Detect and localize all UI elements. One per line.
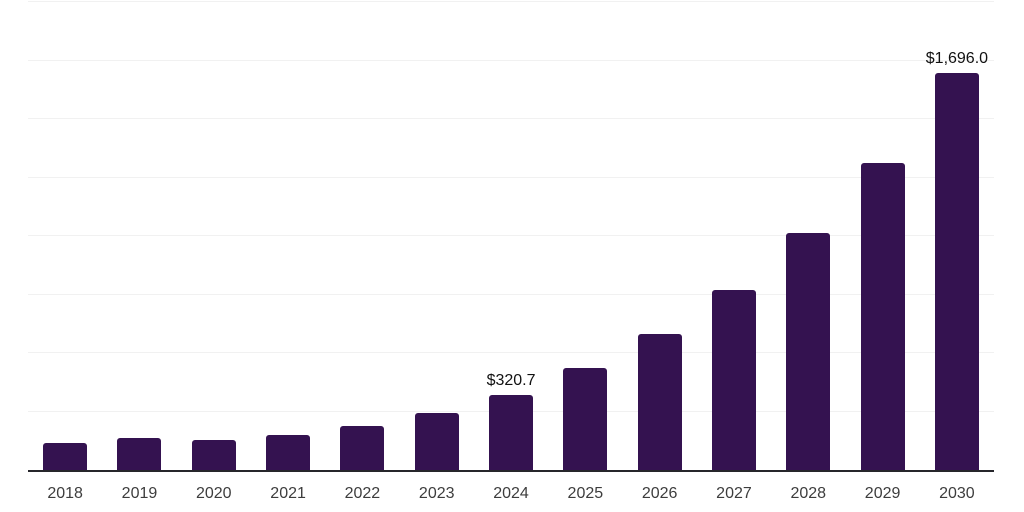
bar-2024 [489, 395, 534, 470]
bar-2027 [711, 289, 756, 470]
bar-slot-2021 [251, 2, 325, 470]
bar-2028 [786, 233, 831, 470]
bar-2018 [43, 442, 88, 470]
bar-2021 [266, 434, 311, 470]
bar-2022 [340, 425, 385, 470]
gridline-y-1500 [28, 118, 994, 119]
bar-slot-2028 [771, 2, 845, 470]
bar-2029 [860, 162, 905, 470]
bar-slot-2022 [325, 2, 399, 470]
bar-2020 [191, 440, 236, 470]
bar-slot-2025 [548, 2, 622, 470]
bars: $320.7 $1,696.0 [28, 2, 994, 470]
bar-slot-2020 [177, 2, 251, 470]
x-tick-2025: 2025 [567, 485, 604, 502]
bar-2023 [414, 413, 459, 470]
x-tick-2027: 2027 [716, 485, 752, 502]
bar-slot-2030: $1,696.0 [920, 2, 994, 470]
bar-slot-2019 [102, 2, 176, 470]
gridline-y-1000 [28, 235, 994, 236]
gridline-y-500 [28, 352, 994, 353]
x-axis-labels: 2018 2019 2020 2021 2022 2023 2024 2025 2026 2027… [28, 484, 994, 503]
gridline-y-750 [28, 293, 994, 295]
x-tick-2030: 2030 [939, 485, 975, 502]
x-tick-2023: 2023 [418, 485, 455, 502]
x-tick-2018: 2018 [47, 485, 83, 502]
gridline-y-2000 [28, 1, 994, 2]
bar-slot-2027 [697, 2, 771, 470]
gridline-y-1250 [28, 176, 994, 178]
x-tick-2026: 2026 [641, 485, 678, 502]
data-label-2030: $1,696.0 [925, 50, 989, 68]
bar-slot-2029 [845, 2, 919, 470]
bar-slot-2026 [623, 2, 697, 470]
x-tick-2021: 2021 [270, 485, 306, 502]
bar-slot-2023 [400, 2, 474, 470]
x-tick-2028: 2028 [790, 485, 827, 502]
gridline-y-1750 [28, 59, 994, 61]
bar-2019 [117, 437, 162, 470]
plot-area: $320.7 $1,696.0 [28, 1, 994, 472]
x-tick-2020: 2020 [195, 485, 232, 502]
data-label-2024: $320.7 [486, 371, 536, 389]
x-tick-2019: 2019 [121, 485, 158, 502]
bar-2030 [934, 73, 979, 470]
bar-2025 [563, 368, 608, 470]
bar-slot-2018 [28, 2, 102, 470]
x-tick-2029: 2029 [864, 485, 901, 502]
bar-2026 [637, 334, 682, 470]
x-tick-2024: 2024 [493, 485, 529, 502]
bar-slot-2024: $320.7 [474, 2, 548, 470]
x-tick-2022: 2022 [344, 485, 381, 502]
